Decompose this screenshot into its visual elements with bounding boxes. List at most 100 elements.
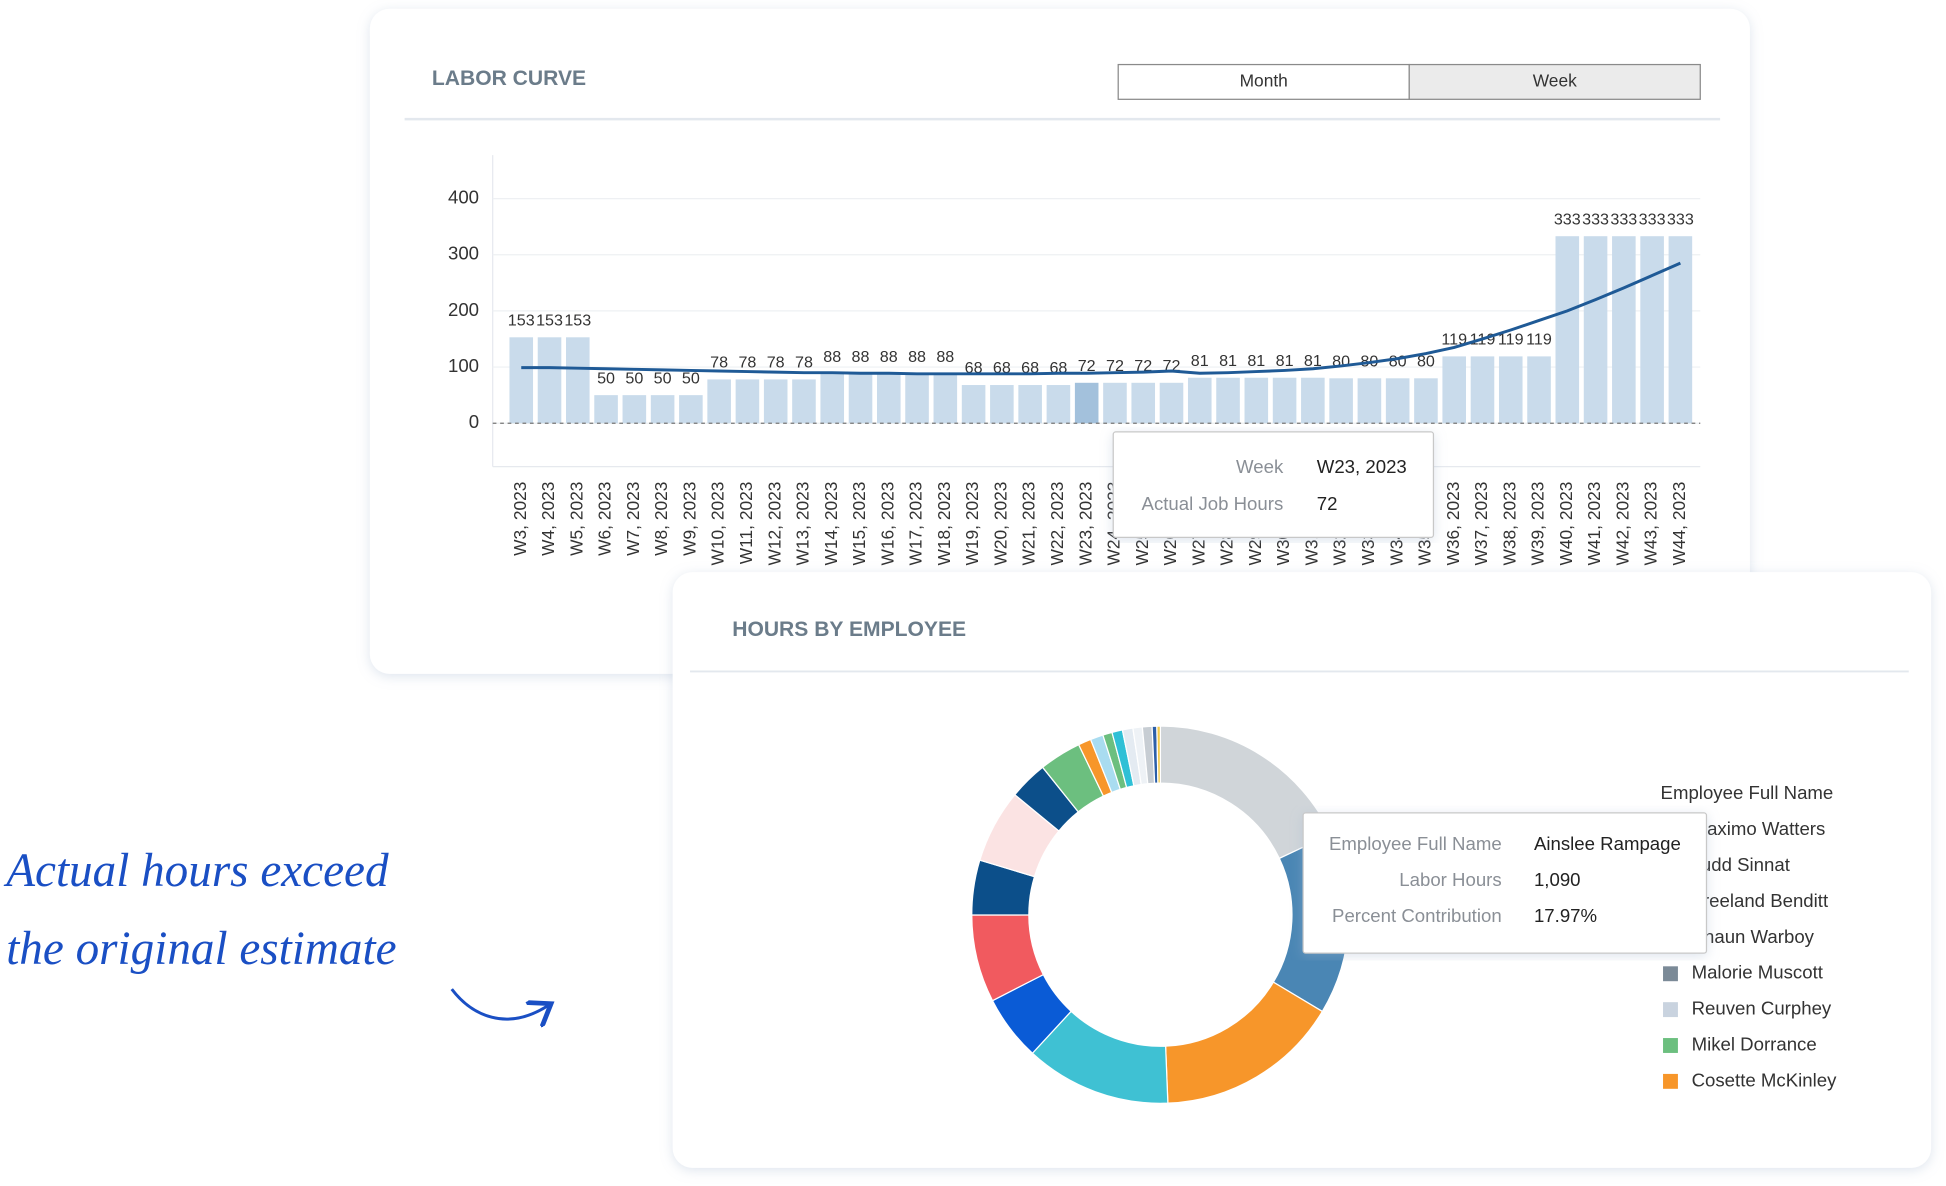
trend-line bbox=[521, 261, 1681, 376]
value-label: 119 bbox=[1498, 331, 1524, 349]
annotation: the original estimate bbox=[6, 923, 396, 975]
legend-label: Shaun Warboy bbox=[1692, 926, 1815, 947]
value-label: 78 bbox=[795, 354, 813, 372]
x-tick-label: W14, 2023 bbox=[821, 482, 841, 566]
toggle-button[interactable] bbox=[1408, 63, 1701, 100]
bar bbox=[1216, 377, 1240, 424]
bar bbox=[1470, 356, 1495, 424]
tooltip: Week W23, 2023 Actual Job Hours 72 bbox=[1112, 431, 1435, 539]
y-tick-label: 200 bbox=[448, 299, 479, 320]
bar bbox=[1074, 382, 1099, 424]
bar bbox=[990, 385, 1014, 424]
value-label: 88 bbox=[936, 348, 954, 366]
x-tick-label: W39, 2023 bbox=[1528, 482, 1548, 566]
bar bbox=[1357, 378, 1382, 424]
bar bbox=[1301, 377, 1325, 424]
arrow bbox=[450, 988, 549, 1019]
tooltip-value: W23, 2023 bbox=[1317, 456, 1407, 477]
tooltip-label: Week bbox=[1236, 456, 1284, 477]
y-tick-label: 400 bbox=[448, 187, 479, 208]
x-tick-label: W40, 2023 bbox=[1556, 482, 1576, 566]
x-tick-label: W6, 2023 bbox=[595, 482, 615, 556]
bar bbox=[707, 379, 731, 424]
value-label: 88 bbox=[880, 348, 898, 366]
bar bbox=[1555, 236, 1580, 424]
bar bbox=[1329, 378, 1353, 424]
bar bbox=[1103, 382, 1127, 424]
x-tick-label: W5, 2023 bbox=[566, 482, 586, 556]
bar bbox=[1131, 382, 1156, 424]
tooltip-box bbox=[1112, 431, 1435, 539]
bar bbox=[566, 337, 590, 424]
tooltip-value: 17.97% bbox=[1534, 905, 1597, 926]
card-title: LABOR CURVE bbox=[432, 67, 586, 90]
bar bbox=[1187, 377, 1212, 424]
x-tick-label: W4, 2023 bbox=[538, 482, 558, 556]
bar bbox=[905, 373, 929, 424]
bar bbox=[1244, 377, 1269, 424]
toggle-button[interactable] bbox=[1117, 63, 1410, 100]
x-tick-label: W7, 2023 bbox=[623, 482, 643, 556]
legend-label: Malorie Muscott bbox=[1692, 962, 1824, 983]
bar bbox=[1583, 236, 1608, 424]
value-label: 81 bbox=[1304, 352, 1322, 370]
value-label: 333 bbox=[1554, 210, 1581, 228]
legend-label: Cosette McKinley bbox=[1692, 1069, 1837, 1090]
slice bbox=[1156, 725, 1162, 784]
value-label: 72 bbox=[1106, 357, 1124, 375]
legend-label: Mikel Dorrance bbox=[1692, 1033, 1817, 1054]
bar bbox=[1414, 378, 1438, 424]
bar bbox=[509, 337, 534, 424]
legend-swatch bbox=[1663, 1038, 1678, 1053]
x-tick-label: W22, 2023 bbox=[1047, 482, 1067, 566]
value-label: 81 bbox=[1276, 352, 1294, 370]
x-tick-label: W36, 2023 bbox=[1443, 482, 1463, 566]
bar bbox=[933, 373, 958, 424]
value-label: 80 bbox=[1417, 352, 1435, 370]
bar bbox=[679, 395, 703, 424]
tooltip: Employee Full Name Ainslee Rampage Labor H… bbox=[1302, 812, 1708, 954]
value-label: 81 bbox=[1219, 352, 1237, 370]
x-tick-label: W19, 2023 bbox=[962, 482, 982, 566]
y-tick-label: 100 bbox=[448, 355, 479, 376]
labor-curve-card: LABOR CURVE Month Week 0 100 200 300 400 153 W3,… bbox=[369, 8, 1750, 674]
x-tick-label: W9, 2023 bbox=[679, 482, 699, 556]
bar bbox=[848, 373, 873, 424]
x-tick-label: W42, 2023 bbox=[1612, 482, 1632, 566]
value-label: 72 bbox=[1134, 357, 1152, 375]
x-tick-label: W23, 2023 bbox=[1075, 482, 1095, 566]
value-label: 72 bbox=[1078, 357, 1096, 375]
x-tick-label: W15, 2023 bbox=[849, 482, 869, 566]
x-tick-label: W21, 2023 bbox=[1019, 482, 1039, 566]
value-label: 88 bbox=[908, 348, 926, 366]
bar bbox=[1527, 356, 1551, 424]
tooltip-label: Percent Contribution bbox=[1332, 905, 1502, 926]
x-tick-label: W10, 2023 bbox=[708, 482, 728, 566]
x-tick-label: W20, 2023 bbox=[990, 482, 1010, 566]
bar bbox=[763, 379, 788, 424]
toggle-label[interactable]: Month bbox=[1240, 71, 1288, 91]
bar bbox=[820, 373, 845, 424]
bar bbox=[1046, 385, 1071, 424]
value-label: 50 bbox=[597, 369, 615, 387]
legend-label: Reuven Curphey bbox=[1692, 998, 1832, 1019]
toggle-label[interactable]: Week bbox=[1533, 71, 1577, 91]
x-tick-label: W12, 2023 bbox=[764, 482, 784, 566]
x-tick-label: W8, 2023 bbox=[651, 482, 671, 556]
value-label: 153 bbox=[508, 311, 535, 329]
x-tick-label: W16, 2023 bbox=[877, 482, 897, 566]
legend-swatch bbox=[1663, 966, 1678, 982]
legend-title: Employee Full Name bbox=[1661, 782, 1834, 803]
y-tick-label: 300 bbox=[448, 243, 479, 264]
bar bbox=[1159, 382, 1184, 424]
bar bbox=[594, 395, 618, 424]
legend-label: Judd Sinnat bbox=[1692, 854, 1791, 875]
legend-swatch bbox=[1663, 1073, 1678, 1089]
x-tick-label: W41, 2023 bbox=[1584, 482, 1604, 566]
value-label: 333 bbox=[1582, 210, 1609, 228]
value-label: 81 bbox=[1247, 352, 1265, 370]
value-label: 153 bbox=[564, 311, 591, 329]
bar bbox=[1385, 378, 1410, 424]
